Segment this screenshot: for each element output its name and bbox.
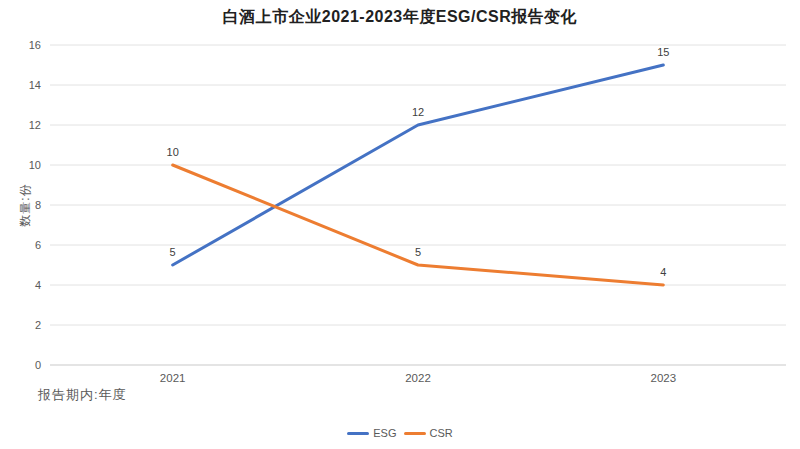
y-tick-label: 12 (29, 119, 41, 131)
chart-canvas: 白酒上市企业2021-2023年度ESG/CSR报告变化 数量:份 024681… (0, 0, 800, 449)
legend-label-esg: ESG (373, 427, 396, 439)
y-tick-label: 0 (35, 359, 41, 371)
data-label-csr: 10 (167, 146, 179, 158)
legend-label-csr: CSR (430, 427, 453, 439)
y-tick-label: 8 (35, 199, 41, 211)
y-tick-label: 14 (29, 79, 41, 91)
y-tick-label: 4 (35, 279, 41, 291)
chart-legend: ESG CSR (0, 427, 800, 439)
series-line-csr (173, 165, 664, 285)
x-tick-label: 2023 (651, 372, 677, 384)
x-axis-footnote: 报告期内:年度 (38, 386, 127, 404)
legend-item-esg: ESG (347, 427, 396, 439)
y-tick-label: 2 (35, 319, 41, 331)
y-tick-label: 10 (29, 159, 41, 171)
plot-area: 0 2 4 6 8 10 12 14 16 2021 2022 2023 5 12 15 10 5 4 (0, 0, 800, 449)
data-label-esg: 12 (412, 106, 424, 118)
data-label-csr: 5 (415, 246, 421, 258)
x-tick-label: 2022 (405, 372, 431, 384)
data-label-esg: 5 (170, 246, 176, 258)
y-tick-label: 6 (35, 239, 41, 251)
legend-line-sample-esg (347, 432, 369, 435)
legend-line-sample-csr (404, 432, 426, 435)
data-label-esg: 15 (657, 46, 669, 58)
y-tick-label: 16 (29, 39, 41, 51)
data-label-csr: 4 (660, 266, 666, 278)
legend-item-csr: CSR (404, 427, 453, 439)
x-tick-label: 2021 (160, 372, 186, 384)
